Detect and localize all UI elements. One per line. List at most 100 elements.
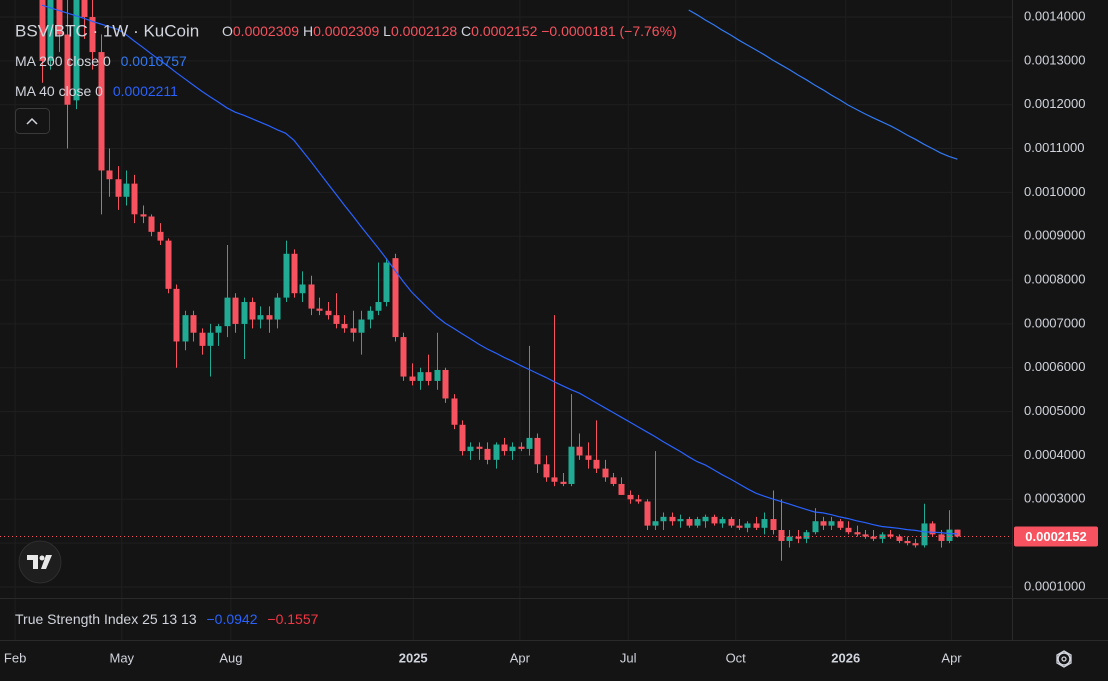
candle-body bbox=[199, 332, 206, 346]
candle-body bbox=[938, 534, 945, 541]
candle-body bbox=[660, 516, 667, 522]
candle-body bbox=[115, 179, 122, 197]
candle-body bbox=[98, 52, 105, 171]
candle-body bbox=[694, 519, 701, 526]
candle-body bbox=[215, 326, 222, 333]
y-tick-label: 0.0014000 bbox=[1024, 8, 1085, 23]
candle-body bbox=[56, 0, 63, 35]
settings-button[interactable] bbox=[1056, 650, 1072, 668]
x-tick-label: Jul bbox=[620, 650, 637, 665]
candle-body bbox=[392, 258, 399, 338]
candle-body bbox=[534, 437, 541, 465]
candle-body bbox=[761, 519, 768, 528]
ma-legend-value: 0.0002211 bbox=[113, 83, 178, 99]
candle-body bbox=[854, 532, 861, 535]
candle-body bbox=[610, 477, 617, 484]
ma-legend: MA 40 close 0 0.0002211 bbox=[15, 83, 178, 99]
y-tick-label: 0.0003000 bbox=[1024, 491, 1085, 506]
y-tick-label: 0.0010000 bbox=[1024, 184, 1085, 199]
candle-body bbox=[140, 214, 147, 217]
candle-body bbox=[845, 527, 852, 533]
close-value: 0.0002152 bbox=[471, 23, 537, 39]
ma-line bbox=[688, 9, 958, 160]
candle-body bbox=[686, 519, 693, 526]
candle-body bbox=[644, 501, 651, 526]
indicator-value: −0.1557 bbox=[267, 611, 318, 627]
candle-body bbox=[47, 0, 54, 61]
candle-body bbox=[896, 536, 903, 541]
candle-body bbox=[266, 315, 273, 320]
candle-body bbox=[325, 310, 332, 316]
x-tick-label: Apr bbox=[510, 650, 531, 665]
candle-body bbox=[803, 532, 810, 539]
candle-body bbox=[887, 534, 894, 537]
indicator-name: True Strength Index 25 13 13 bbox=[15, 611, 197, 627]
tradingview-logo[interactable] bbox=[18, 540, 62, 584]
candle-body bbox=[400, 337, 407, 377]
x-tick-label: Feb bbox=[4, 650, 26, 665]
candle-body bbox=[585, 455, 592, 460]
candle-body bbox=[476, 446, 483, 449]
indicator-value: −0.0942 bbox=[207, 611, 258, 627]
candle-body bbox=[795, 536, 802, 539]
candle-body bbox=[870, 536, 877, 539]
candle-body bbox=[182, 315, 189, 342]
candle-body bbox=[904, 540, 911, 544]
open-value: 0.0002309 bbox=[233, 23, 299, 39]
candle-body bbox=[812, 521, 819, 533]
x-tick-label: 2025 bbox=[399, 650, 428, 665]
candle-body bbox=[627, 494, 634, 500]
x-tick-label: 2026 bbox=[831, 650, 860, 665]
candle-body bbox=[207, 332, 214, 346]
candle-body bbox=[946, 529, 953, 541]
y-tick-label: 0.0001000 bbox=[1024, 578, 1085, 593]
candle-body bbox=[224, 297, 231, 327]
candle-body bbox=[173, 288, 180, 342]
candle-body bbox=[652, 521, 659, 526]
ohlc-label: O bbox=[222, 23, 233, 39]
candle-body bbox=[719, 519, 726, 524]
y-tick-label: 0.0005000 bbox=[1024, 403, 1085, 418]
collapse-legend-button[interactable] bbox=[15, 108, 50, 134]
candle-body bbox=[316, 308, 323, 311]
candle-body bbox=[291, 253, 298, 294]
y-tick-label: 0.0006000 bbox=[1024, 359, 1085, 374]
y-tick-label: 0.0013000 bbox=[1024, 52, 1085, 67]
candle-body bbox=[383, 262, 390, 303]
plot-area bbox=[0, 0, 1012, 561]
candle-body bbox=[157, 231, 164, 241]
ma-legend-name: MA 200 close 0 bbox=[15, 53, 111, 69]
candle-body bbox=[593, 459, 600, 469]
x-tick-label: May bbox=[109, 650, 134, 665]
candle-body bbox=[635, 499, 642, 502]
high-value: 0.0002309 bbox=[313, 23, 379, 39]
candle-body bbox=[770, 519, 777, 531]
candle-body bbox=[148, 216, 155, 232]
y-tick-label: 0.0007000 bbox=[1024, 315, 1085, 330]
candle-body bbox=[778, 530, 785, 541]
candle-body bbox=[409, 376, 416, 381]
candle-body bbox=[568, 446, 575, 484]
candle-body bbox=[669, 516, 676, 522]
candle-body bbox=[602, 468, 609, 478]
candle-body bbox=[929, 523, 936, 535]
y-tick-label: 0.0009000 bbox=[1024, 228, 1085, 243]
candle-body bbox=[417, 372, 424, 381]
candle-body bbox=[350, 328, 357, 333]
ohlc-label: C bbox=[461, 23, 471, 39]
ohlc-label: L bbox=[383, 23, 391, 39]
candle-body bbox=[551, 477, 558, 482]
ma-legend: MA 200 close 0 0.0010757 bbox=[15, 53, 187, 69]
candle-body bbox=[131, 183, 138, 215]
candle-body bbox=[425, 372, 432, 381]
candle-body bbox=[526, 437, 533, 449]
candle-body bbox=[501, 444, 508, 452]
candle-body bbox=[106, 170, 113, 180]
candle-body bbox=[879, 534, 886, 539]
candle-body bbox=[39, 0, 46, 61]
candle-body bbox=[711, 516, 718, 524]
candle-body bbox=[73, 0, 80, 101]
candle-body bbox=[123, 183, 130, 197]
